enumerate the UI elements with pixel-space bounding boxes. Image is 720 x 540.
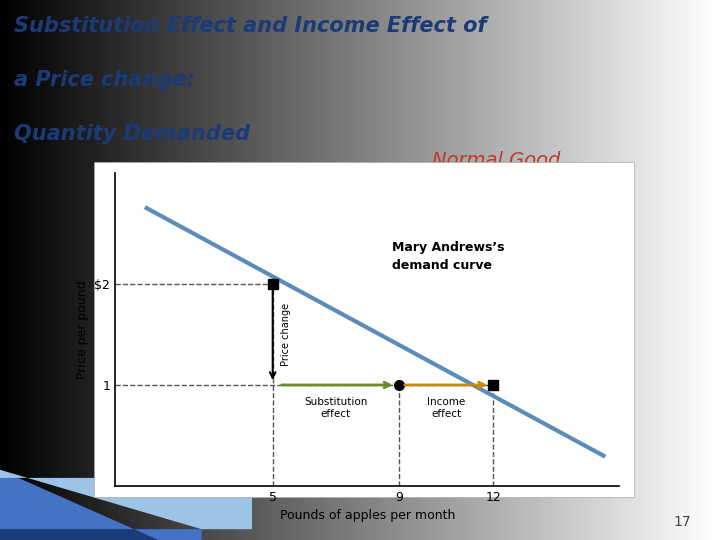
Text: Price change: Price change bbox=[281, 303, 291, 366]
Text: Normal Good: Normal Good bbox=[432, 151, 560, 170]
Text: © 2019 Pearson Education: © 2019 Pearson Education bbox=[621, 409, 626, 475]
Text: Mary Andrews’s: Mary Andrews’s bbox=[392, 241, 505, 254]
Text: 17: 17 bbox=[674, 515, 691, 529]
Text: Income
effect: Income effect bbox=[427, 397, 465, 418]
Polygon shape bbox=[0, 470, 252, 529]
Text: Substitution
effect: Substitution effect bbox=[304, 397, 367, 418]
Text: demand curve: demand curve bbox=[392, 259, 492, 272]
X-axis label: Pounds of apples per month: Pounds of apples per month bbox=[279, 509, 455, 522]
Text: a Price change:: a Price change: bbox=[14, 70, 195, 90]
Text: Quantity Demanded: Quantity Demanded bbox=[14, 124, 251, 144]
Y-axis label: Price per pound: Price per pound bbox=[76, 280, 89, 379]
Polygon shape bbox=[0, 470, 202, 540]
Polygon shape bbox=[0, 470, 158, 540]
Text: Substitution Effect and Income Effect of: Substitution Effect and Income Effect of bbox=[14, 16, 487, 36]
